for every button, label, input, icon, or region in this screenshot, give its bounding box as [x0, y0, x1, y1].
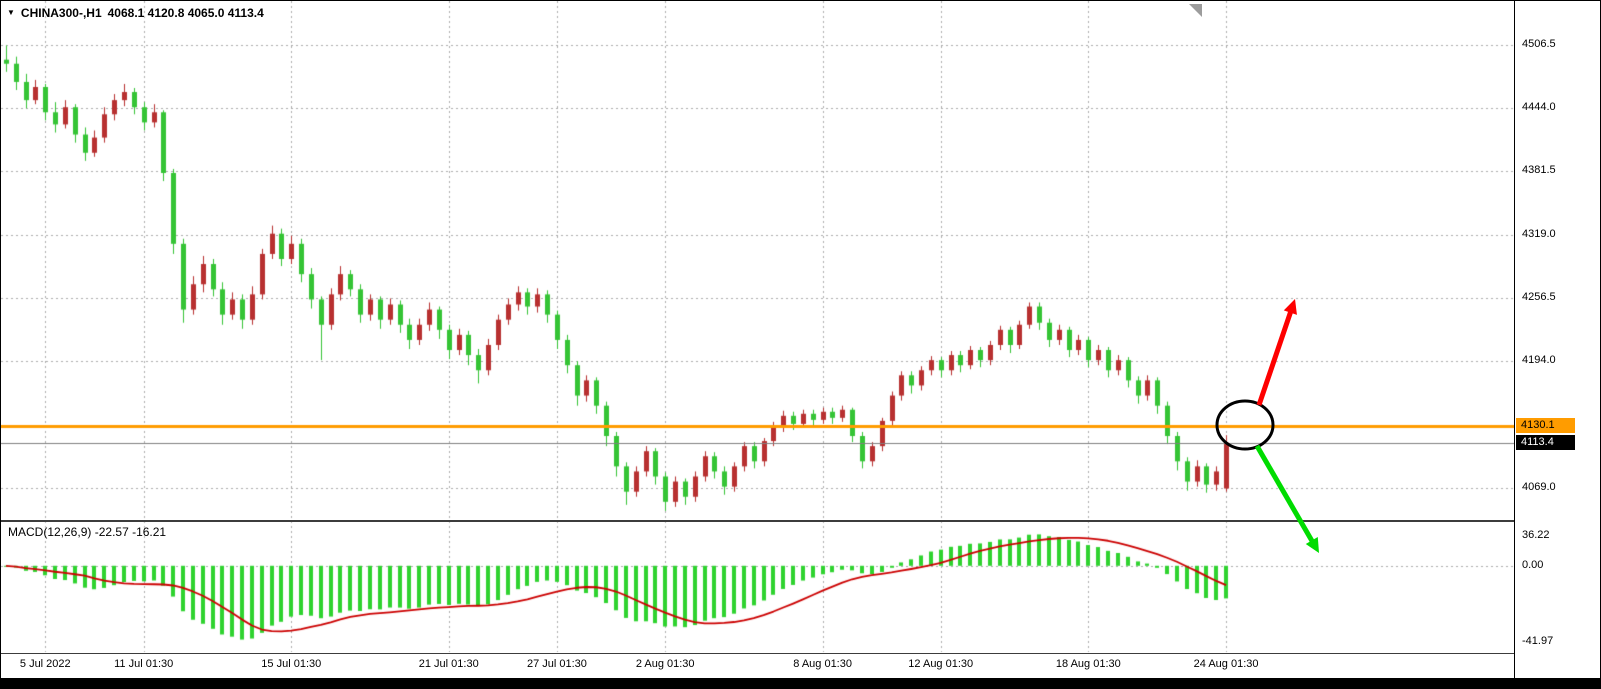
- price-axis-label: 4194.0: [1522, 354, 1556, 367]
- time-axis-separator: [1, 653, 1600, 654]
- price-axis-label: 4506.5: [1522, 38, 1556, 50]
- bid-line-badge: 4113.4: [1516, 434, 1575, 450]
- time-axis-label: 18 Aug 01:30: [1055, 658, 1121, 670]
- time-axis-label: 21 Jul 01:30: [418, 658, 479, 670]
- macd-axis-label: 36.22: [1522, 529, 1550, 541]
- macd-current-values: -22.57 -16.21: [94, 525, 167, 539]
- chevron-down-icon: ▼: [7, 8, 15, 17]
- time-axis-label: 15 Jul 01:30: [261, 658, 322, 670]
- time-axis-label: 12 Aug 01:30: [908, 658, 974, 670]
- price-axis-label: 4069.0: [1522, 480, 1556, 493]
- level-line-badge: 4130.1: [1516, 417, 1575, 433]
- time-axis-label: 27 Jul 01:30: [526, 658, 587, 670]
- price-axis-label: 4319.0: [1522, 227, 1556, 240]
- time-axis-label: 8 Aug 01:30: [793, 658, 852, 670]
- price-axis-label: 4256.5: [1522, 290, 1556, 303]
- price-axis-label: 4381.5: [1522, 164, 1556, 177]
- time-axis-label: 24 Aug 01:30: [1193, 658, 1259, 670]
- time-axis[interactable]: 5 Jul 2022 11 Jul 01:30 15 Jul 01:30 21 Jul…: [1, 654, 1514, 678]
- macd-name: MACD(12,26,9): [8, 525, 92, 539]
- time-axis-label: 5 Jul 2022: [19, 658, 71, 670]
- macd-axis-label: 0.00: [1522, 558, 1544, 571]
- time-axis-label: 11 Jul 01:30: [114, 658, 174, 670]
- ohlc-values: 4068.1 4120.8 4065.0 4113.4: [107, 6, 264, 20]
- symbol-label: CHINA300-,H1: [20, 6, 102, 20]
- candlestick-chart-canvas[interactable]: [1, 1, 1514, 653]
- macd-axis-label: -41.97: [1522, 635, 1554, 647]
- chart-shift-marker-icon[interactable]: [1189, 4, 1202, 17]
- macd-indicator-label: MACD(12,26,9) -22.57 -16.21: [8, 525, 166, 539]
- price-axis[interactable]: 4506.5 4444.0 4381.5 4319.0 4256.5 4194.0 4069…: [1514, 1, 1600, 678]
- price-axis-label: 4444.0: [1522, 101, 1556, 114]
- pane-separator[interactable]: [1, 520, 1600, 522]
- window-bottom-edge: [1, 678, 1600, 688]
- symbol-info: ▼ CHINA300-,H1 4068.1 4120.8 4065.0 4113.4: [7, 6, 264, 20]
- time-axis-label: 2 Aug 01:30: [635, 658, 695, 670]
